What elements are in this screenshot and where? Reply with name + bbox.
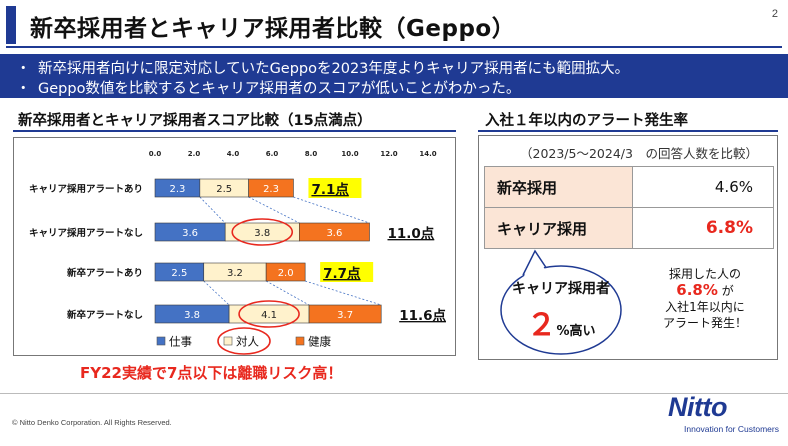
segment-highlight-ring (231, 218, 294, 246)
bar-value-label: 3.6 (182, 228, 198, 239)
footer-rule (0, 393, 788, 394)
callout-bubble (500, 249, 622, 355)
bar-value-label: 2.3 (169, 184, 185, 195)
page-title: 新卒採用者とキャリア採用者比較（Geppo） (30, 16, 516, 42)
bar-value-label: 3.2 (227, 268, 243, 279)
bullet-marker: ・ (16, 81, 31, 97)
summary-bullet-1: ・新卒採用者向けに限定対応していたGeppoを2023年度よりキャリア採用者にも… (16, 57, 629, 78)
score-comparison-heading: 新卒採用者とキャリア採用者スコア比較（15点満点） (18, 113, 372, 129)
total-label: 7.1点 (311, 181, 349, 198)
callout-suffix: %高い (556, 324, 596, 339)
category-label: 新卒アラートなし (67, 309, 143, 321)
nitto-logo: Nitto (668, 392, 727, 422)
bar-value-label: 2.5 (216, 184, 232, 195)
alert-heading-rule (478, 130, 778, 132)
series-connector (265, 280, 310, 306)
legend-swatch (223, 336, 233, 346)
row-value-career: 6.8% (632, 207, 774, 249)
legend-label: 健康 (308, 335, 331, 349)
x-tick-label: 14.0 (419, 150, 436, 158)
logo-tagline: Innovation for Customers (684, 424, 779, 434)
bar-segment (248, 178, 294, 198)
bar-value-label: 3.8 (184, 310, 200, 321)
title-accent-bar (6, 6, 16, 44)
category-label: キャリア採用アラートなし (29, 227, 143, 239)
legend-swatch (295, 336, 305, 346)
score-heading-rule (13, 130, 456, 132)
summary-banner: ・新卒採用者向けに限定対応していたGeppoを2023年度よりキャリア採用者にも… (0, 54, 788, 98)
note-line-2: 6.8% が (646, 282, 764, 299)
category-label: 新卒アラートあり (67, 267, 143, 279)
alert-side-note: 採用した人の 6.8% が 入社1年以内に アラート発生！ (646, 266, 764, 331)
x-tick-label: 6.0 (266, 150, 279, 158)
total-label: 11.0点 (388, 225, 435, 242)
alert-rate-table: 新卒採用 4.6% キャリア採用 6.8% (484, 166, 774, 249)
risk-note: FY22実績で7点以下は離職リスク高！ (80, 364, 343, 382)
category-label: キャリア採用アラートあり (29, 183, 143, 195)
summary-bullet-text: 新卒採用者向けに限定対応していたGeppoを2023年度よりキャリア採用者にも範… (38, 61, 630, 77)
note-pct-suffix: が (721, 284, 734, 298)
segment-highlight-ring (238, 300, 300, 328)
total-highlight (320, 262, 374, 282)
x-tick-label: 10.0 (341, 150, 358, 158)
total-label: 11.6点 (399, 307, 446, 324)
x-tick-label: 0.0 (149, 150, 162, 158)
series-connector (248, 196, 300, 224)
bar-segment (298, 222, 370, 242)
title-bar: 新卒採用者とキャリア採用者比較（Geppo） 2 (0, 0, 788, 50)
x-tick-label: 2.0 (188, 150, 201, 158)
x-tick-label: 12.0 (380, 150, 397, 158)
bar-value-label: 3.7 (337, 310, 353, 321)
bar-segment (308, 304, 382, 324)
bar-value-label: 2.3 (263, 184, 279, 195)
series-connector (203, 280, 230, 306)
bar-value-label: 2.0 (278, 268, 294, 279)
total-highlight (308, 178, 362, 198)
callout-label: キャリア採用者 (512, 281, 610, 297)
summary-bullet-text: Geppo数値を比較するとキャリア採用者のスコアが低いことがわかった。 (38, 81, 521, 97)
total-label: 7.7点 (323, 265, 361, 282)
bar-value-label: 4.1 (261, 310, 277, 321)
bullet-marker: ・ (16, 61, 31, 77)
copyright: © Nitto Denko Corporation. All Rights Re… (12, 418, 172, 427)
row-value-new-grad: 4.6% (632, 166, 774, 208)
series-connector (305, 280, 382, 306)
comparison-period: （2023/5～2024/3 の回答人数を比較） (520, 146, 758, 161)
row-label-new-grad: 新卒採用 (484, 166, 633, 208)
summary-bullet-2: ・ Geppo数値を比較するとキャリア採用者のスコアが低いことがわかった。 (16, 77, 520, 98)
legend-swatch (156, 336, 166, 346)
x-tick-label: 4.0 (227, 150, 240, 158)
legend-label: 対人 (236, 335, 259, 349)
page-number: 2 (771, 8, 778, 20)
callout-number: ２ (526, 308, 557, 343)
table-row: キャリア採用 6.8% (484, 207, 774, 249)
note-line-4: アラート発生！ (662, 316, 747, 330)
alert-rate-heading: 入社１年以内のアラート発生率 (485, 113, 688, 129)
series-connector (293, 196, 370, 224)
legend-highlight-ring (217, 327, 271, 355)
bar-value-label: 3.8 (254, 228, 270, 239)
callout-percentage: ２%高い (500, 300, 622, 344)
score-chart: 0.0 2.0 4.0 6.0 8.0 10.0 12.0 14.0 キャリア採用アラートあり 2… (13, 137, 456, 356)
legend-label: 仕事 (169, 335, 192, 349)
note-pct: 6.8% (676, 281, 718, 299)
title-underline (6, 46, 782, 48)
note-line-3: 入社1年以内に (665, 300, 745, 314)
stacked-bar-chart: 0.0 2.0 4.0 6.0 8.0 10.0 12.0 14.0 キャリア採用アラートあり 2… (29, 150, 447, 355)
bar-value-label: 3.6 (326, 228, 342, 239)
series-connector (199, 196, 226, 224)
table-row: 新卒採用 4.6% (484, 166, 774, 208)
row-label-career: キャリア採用 (484, 207, 633, 249)
bar-segment (265, 262, 306, 282)
bar-value-label: 2.5 (171, 268, 187, 279)
x-tick-label: 8.0 (305, 150, 318, 158)
note-line-1: 採用した人の (668, 267, 741, 281)
